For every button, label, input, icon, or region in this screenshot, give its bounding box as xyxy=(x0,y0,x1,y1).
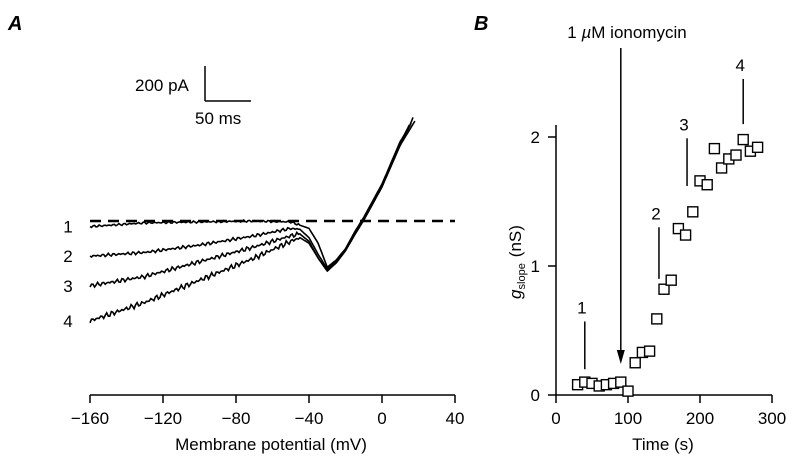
data-point xyxy=(708,142,721,155)
data-point xyxy=(672,222,685,235)
y-tick-label-b: 0 xyxy=(531,386,540,405)
data-point xyxy=(715,162,728,174)
x-tick-label-a: −40 xyxy=(295,409,324,428)
x-tick-label-b: 300 xyxy=(758,409,786,428)
y-tick-label-b: 2 xyxy=(531,128,540,147)
x-axis-title-b: Time (s) xyxy=(632,435,694,454)
marker-label-3: 3 xyxy=(679,115,688,134)
annotations-b: 1 2 3 4 xyxy=(577,56,745,370)
scale-bar-time-label: 50 ms xyxy=(195,109,241,128)
scale-bar: 200 pA 50 ms xyxy=(135,66,251,128)
x-tick-label-a: 40 xyxy=(446,409,465,428)
trace-1 xyxy=(89,117,414,269)
data-point xyxy=(658,283,670,295)
x-tick-label-a: −160 xyxy=(71,409,109,428)
y-axis-title-unit: (nS) xyxy=(506,225,525,257)
marker-label-2: 2 xyxy=(651,204,660,223)
data-points-b xyxy=(571,133,764,397)
panel-letter-b: B xyxy=(474,13,488,35)
x-tick-label-a: −120 xyxy=(144,409,182,428)
trace-label-3: 3 xyxy=(63,277,72,296)
y-axis-title-main: g xyxy=(506,289,525,299)
trace-2 xyxy=(89,124,411,271)
x-axis-a: −160 −120 −80 −40 0 40 Membrane potential (mV… xyxy=(71,394,465,454)
data-point xyxy=(701,179,713,191)
y-tick-label-b: 1 xyxy=(531,257,540,276)
ionomycin-arrow: 1 µM ionomycin xyxy=(567,23,687,364)
data-point xyxy=(615,376,627,388)
x-tick-label-b: 0 xyxy=(551,409,560,428)
data-point xyxy=(687,206,699,218)
x-tick-label-b: 100 xyxy=(614,409,642,428)
scale-bar-current-label: 200 pA xyxy=(135,76,190,95)
y-ticks-b: 0 1 2 xyxy=(531,128,556,405)
trace-3 xyxy=(89,122,412,289)
ionomycin-label: 1 µM ionomycin xyxy=(567,23,686,42)
traces xyxy=(89,117,416,324)
trace-label-4: 4 xyxy=(63,312,72,331)
x-axis-title-a: Membrane potential (mV) xyxy=(175,435,367,454)
marker-label-1: 1 xyxy=(577,298,586,317)
data-point xyxy=(665,274,677,286)
data-point xyxy=(737,133,749,146)
data-point xyxy=(629,357,641,369)
x-tick-label-a: 0 xyxy=(377,409,386,428)
x-tick-label-b: 200 xyxy=(686,409,714,428)
panel-b: 0 100 200 300 0 1 2 Time (s) gslope (nS) 1 µM … xyxy=(506,23,786,454)
data-point xyxy=(622,385,634,397)
ionomycin-arrow-head xyxy=(616,350,625,364)
data-point xyxy=(679,229,692,241)
y-axis-title-b: gslope (nS) xyxy=(506,225,528,299)
y-axis-title-sub: slope xyxy=(516,263,528,289)
trace-labels: 1 2 3 4 xyxy=(63,218,72,331)
data-point xyxy=(730,149,742,161)
marker-label-4: 4 xyxy=(735,56,744,75)
data-point xyxy=(651,313,663,325)
trace-label-1: 1 xyxy=(63,218,72,237)
x-tick-label-a: −80 xyxy=(222,409,251,428)
panel-letter-a: A xyxy=(7,13,22,35)
data-point xyxy=(643,345,656,357)
trace-4 xyxy=(89,120,416,324)
trace-label-2: 2 xyxy=(63,247,72,266)
x-ticks-b: 0 100 200 300 xyxy=(551,395,786,428)
data-point xyxy=(751,141,764,154)
panel-a: 200 pA 50 ms 1 2 3 4 −160 −120 −80 −40 0 40 Memb… xyxy=(63,66,464,454)
